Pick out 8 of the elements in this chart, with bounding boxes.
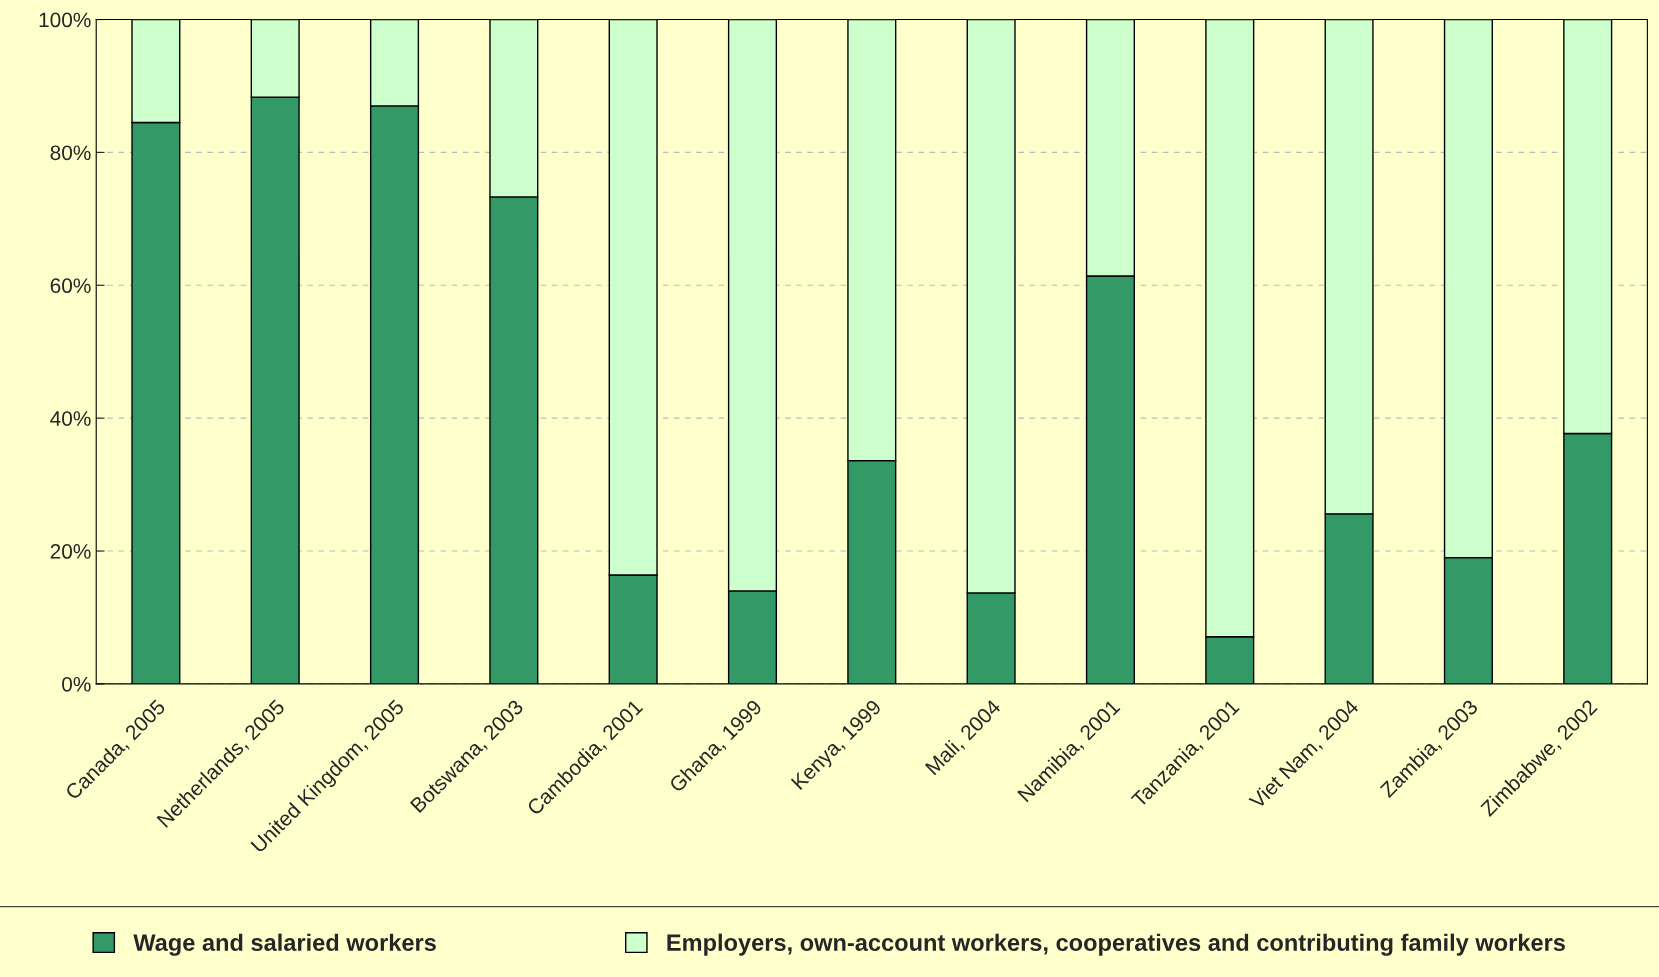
y-tick-label: 20% [50,544,91,559]
y-tick-label: 100% [39,12,91,28]
y-tick-label: 40% [50,411,91,426]
legend-label: Wage and salaried workers [133,933,436,956]
legend-label: Employers, own-account workers, cooperatives and contributing family workers [667,933,1565,956]
y-tick-label: 0% [62,676,91,692]
y-tick-label: 60% [50,278,91,294]
y-tick-label: 80% [50,145,91,161]
